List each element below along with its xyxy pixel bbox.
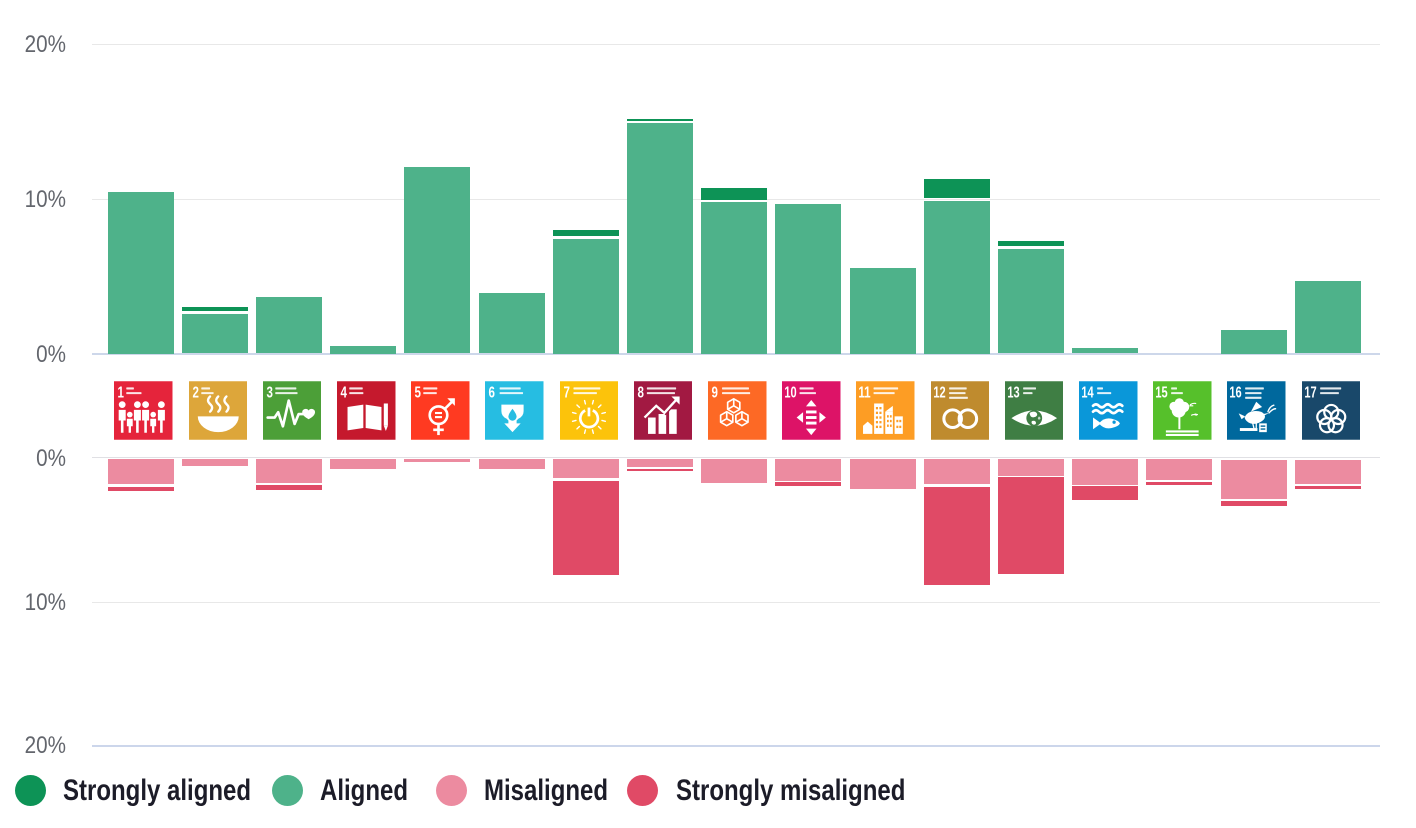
svg-text:11: 11 [859, 385, 871, 402]
svg-text:14: 14 [1081, 385, 1093, 402]
svg-text:8: 8 [637, 385, 644, 402]
svg-text:17: 17 [1304, 385, 1316, 402]
svg-text:12: 12 [933, 385, 945, 402]
svg-text:13: 13 [1007, 385, 1019, 402]
svg-text:3: 3 [266, 385, 273, 402]
svg-text:2: 2 [192, 385, 199, 402]
svg-text:6: 6 [489, 385, 496, 402]
svg-text:1: 1 [118, 385, 125, 402]
svg-text:10: 10 [785, 385, 797, 402]
svg-text:5: 5 [415, 385, 422, 402]
svg-text:7: 7 [563, 385, 570, 402]
svg-text:15: 15 [1156, 385, 1168, 402]
svg-text:9: 9 [712, 385, 719, 402]
svg-text:4: 4 [341, 385, 348, 402]
svg-text:16: 16 [1230, 385, 1242, 402]
